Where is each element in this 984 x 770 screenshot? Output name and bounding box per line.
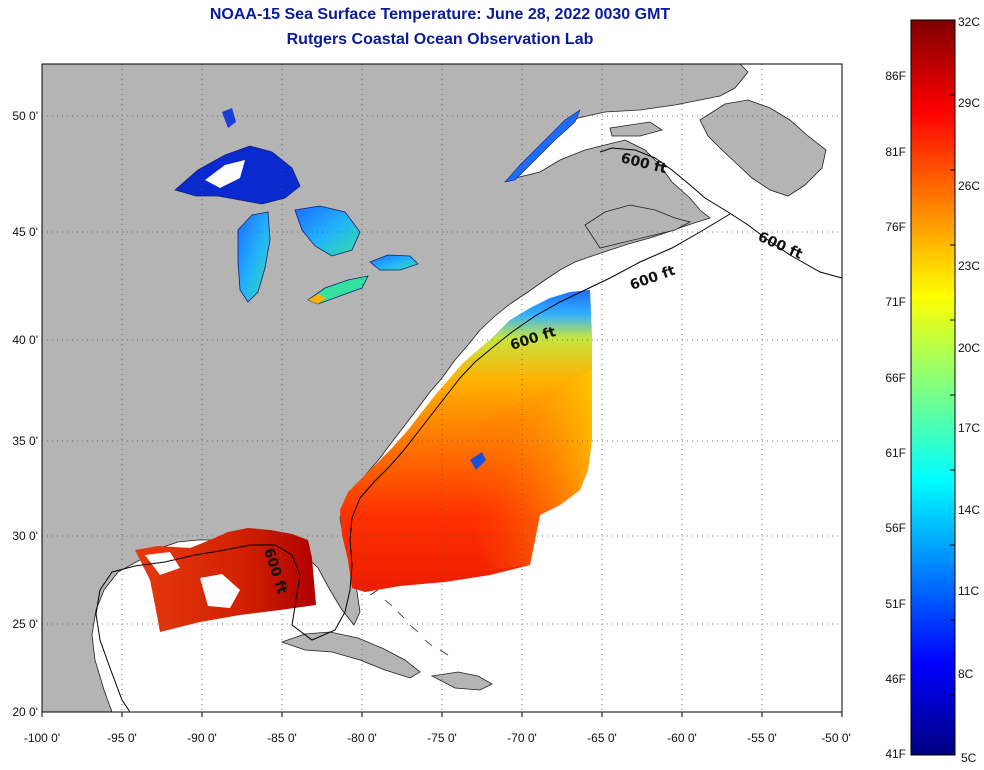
cb-c-label: 26C [958,179,980,193]
x-tick-label: -75 0' [427,731,457,745]
map-content: 600 ft 600 ft 600 ft 600 ft 600 ft [42,64,842,712]
sst-gulf-gap [200,574,240,608]
x-tick-label: -70 0' [507,731,537,745]
lake-superior-warm [205,160,245,188]
cb-f-label: 46F [885,672,906,686]
graticule [42,64,842,712]
x-tick-label: -95 0' [107,731,137,745]
isobath-line-shelf [349,213,731,566]
colorbar-celsius-labels: 32C 29C 26C 23C 20C 17C 14C 11C 8C 5C [958,15,980,765]
land-hispaniola [430,671,493,691]
colorbar-rect [910,19,956,756]
cb-c-label: 29C [958,96,980,110]
x-tick-label: -85 0' [267,731,297,745]
cb-f-label: 76F [885,220,906,234]
x-axis-labels: -100 0' -95 0' -90 0' -85 0' -80 0' -75 … [24,731,851,745]
cb-f-label: 41F [885,747,906,761]
y-tick-label: 45 0' [12,225,38,239]
y-tick-label: 20 0' [12,705,38,719]
land-newfoundland [699,99,827,197]
y-tick-label: 40 0' [12,333,38,347]
cb-c-label: 23C [958,259,980,273]
cb-f-label: 81F [885,145,906,159]
x-tick-label: -100 0' [24,731,60,745]
lake-huron [294,205,361,257]
land-anticosti [609,121,663,137]
cb-f-label: 61F [885,446,906,460]
cb-f-label: 66F [885,371,906,385]
lake-nipigon [222,108,236,128]
cb-c-label: 20C [958,341,980,355]
sst-cold-eddy [470,452,486,470]
cb-f-label: 51F [885,597,906,611]
cb-c-label: 17C [958,421,980,435]
y-tick-label: 30 0' [12,529,38,543]
x-tick-label: -60 0' [667,731,697,745]
great-lakes [174,108,581,305]
cb-c-label: 11C [958,584,979,598]
y-tick-label: 35 0' [12,434,38,448]
land-bahamas [369,589,449,656]
cb-f-label: 56F [885,521,906,535]
y-tick-label: 50 0' [12,109,38,123]
colorbar-ticks [950,94,955,696]
cb-c-label: 5C [961,751,977,765]
lake-michigan [237,211,271,303]
lake-ontario [369,254,419,271]
x-tick-label: -90 0' [187,731,217,745]
sst-atlantic-east [470,370,592,570]
cb-f-label: 71F [885,295,906,309]
isobath-line-north [599,147,842,279]
x-tick-label: -50 0' [821,731,851,745]
colorbar-fahrenheit-labels: 86F 81F 76F 71F 66F 61F 56F 51F 46F 41F [885,69,906,761]
isobath-600ft [95,147,842,712]
land-nova-scotia [584,204,692,249]
sst-gulf-gap2 [145,552,180,575]
cb-f-label: 86F [885,69,906,83]
x-tick-marks [41,712,843,717]
cb-c-label: 8C [958,667,974,681]
x-tick-label: -65 0' [587,731,617,745]
isobath-line-gulf [95,544,353,712]
map-title: NOAA-15 Sea Surface Temperature: June 28… [209,6,671,23]
cb-c-label: 14C [958,503,980,517]
y-tick-label: 25 0' [12,617,38,631]
x-tick-label: -80 0' [347,731,377,745]
map-subtitle: Rutgers Coastal Ocean Observation Lab [286,31,594,48]
colorbar: 32C 29C 26C 23C 20C 17C 14C 11C 8C 5C 86… [885,15,980,765]
x-tick-label: -55 0' [747,731,777,745]
cb-c-label: 32C [958,15,980,29]
y-axis-labels: 20 0' 25 0' 30 0' 35 0' 40 0' 45 0' 50 0… [12,109,38,719]
lake-erie-warm [308,294,326,304]
